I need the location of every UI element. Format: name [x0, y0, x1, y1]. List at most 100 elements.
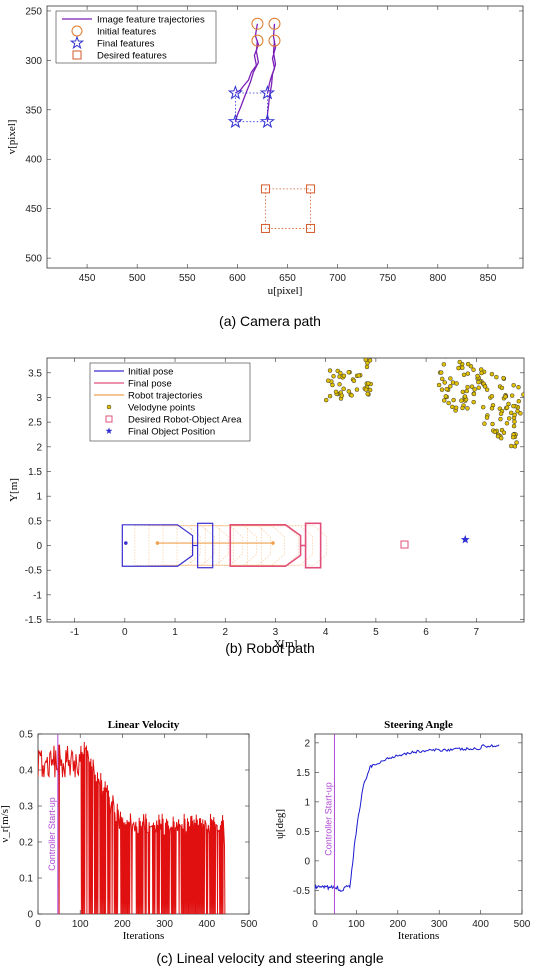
- legend-box: [55, 10, 217, 64]
- axes-frame: [46, 357, 525, 623]
- velodyne-point: [504, 421, 510, 426]
- velodyne-point: [521, 392, 524, 397]
- velodyne-point: [439, 350, 443, 354]
- velodyne-point: [438, 370, 444, 375]
- x-tick-label: 2: [222, 627, 228, 638]
- velodyne-point: [511, 403, 516, 409]
- y-tick-label: 2: [304, 738, 310, 749]
- desired-feature-marker: [306, 184, 316, 194]
- x-tick-label: 6: [423, 627, 429, 638]
- x-tick-label: 0: [35, 919, 41, 930]
- velodyne-point: [441, 398, 447, 403]
- plot-area: [121, 350, 524, 569]
- plot-area: [315, 743, 500, 892]
- velodyne-point: [461, 372, 467, 378]
- x-tick-label: 100: [348, 919, 365, 930]
- y-tick-label: 0.5: [19, 730, 33, 741]
- velodyne-point: [506, 401, 511, 407]
- ghost-outline: [204, 525, 271, 566]
- robot-path-chart: -1 0 1 2 3 4 5 6 7 -1.5 -1 -0.5 0 0.5 1 1.5 2 2.5 3 3.5 X[m]…: [8, 350, 525, 650]
- velodyne-point: [346, 369, 352, 375]
- velodyne-point: [465, 361, 471, 367]
- velodyne-point: [495, 434, 501, 439]
- velodyne-point: [363, 387, 369, 392]
- velodyne-point: [465, 384, 470, 390]
- feature-trajectory: [235, 23, 260, 94]
- velodyne-point: [489, 393, 495, 399]
- x-tick-label: 0: [312, 919, 318, 930]
- desired-feature-marker: [260, 223, 270, 233]
- velodyne-point: [341, 386, 346, 392]
- velodyne-point: [469, 384, 475, 389]
- y-axis-label: ψ[deg]: [274, 809, 286, 839]
- y-tick-label: 0.4: [19, 766, 33, 777]
- velodyne-point: [489, 371, 495, 377]
- velodyne-point: [436, 382, 442, 388]
- velodyne-point: [448, 376, 453, 381]
- caption-c: (c) Lineal velocity and steering angle: [156, 950, 383, 966]
- legend-label: Robot trajectories: [128, 391, 203, 402]
- x-tick-label: -1: [70, 627, 79, 638]
- data-series-line: [38, 741, 226, 914]
- velodyne-point: [338, 370, 343, 376]
- x-tick-label: 300: [156, 919, 173, 930]
- initial-pose-body: [121, 524, 194, 567]
- velodyne-point: [518, 411, 523, 416]
- velodyne-point: [512, 412, 517, 418]
- velodyne-point: [456, 365, 461, 371]
- robot-trajectory-ghost: [218, 525, 285, 566]
- velodyne-point: [346, 389, 352, 394]
- velodyne-point: [356, 373, 361, 378]
- x-tick-label: 500: [241, 919, 258, 930]
- x-tick-label: 450: [79, 273, 96, 284]
- x-tick-label: 550: [179, 273, 196, 284]
- x-tick-label: 600: [229, 273, 246, 284]
- x-tick-label: 4: [323, 627, 329, 638]
- caption-a: (a) Camera path: [219, 313, 321, 329]
- velodyne-point: [509, 393, 515, 398]
- velodyne-point: [508, 443, 514, 449]
- velodyne-point: [327, 393, 333, 399]
- velodyne-point: [482, 421, 487, 426]
- camera-path-chart: 450 500 550 600 650 700 750 800 850 250 300 350 400 4…: [6, 5, 524, 297]
- legend-swatch-object: [105, 427, 113, 434]
- velodyne-point: [442, 380, 447, 385]
- y-tick-label: 0.5: [296, 827, 310, 838]
- y-tick-label: 450: [25, 204, 42, 215]
- velodyne-point: [492, 429, 498, 435]
- ghost-outline: [148, 525, 215, 566]
- velodyne-point: [462, 394, 468, 399]
- axes-frame: [46, 5, 524, 269]
- y-tick-label: 2.5: [28, 418, 42, 429]
- velodyne-point: [333, 389, 339, 395]
- initial-feature-marker: [251, 17, 264, 30]
- initial-pose-center: [124, 541, 128, 545]
- robot-trajectory-ghost: [162, 525, 229, 566]
- legend-label: Final Object Position: [128, 427, 215, 438]
- velodyne-point: [450, 404, 455, 410]
- velodyne-point: [341, 373, 347, 379]
- y-tick-label: 0.3: [19, 802, 33, 813]
- x-tick-label: 400: [472, 919, 489, 930]
- x-tick-label: 750: [379, 273, 396, 284]
- final-object-marker: [460, 534, 470, 544]
- y-tick-label: 0: [27, 910, 33, 921]
- x-tick-label: 5: [373, 627, 379, 638]
- y-tick-label: 2: [36, 442, 42, 453]
- x-tick-label: 200: [389, 919, 406, 930]
- velodyne-point: [364, 364, 370, 370]
- final-feature-marker: [227, 84, 244, 100]
- ghost-outline: [134, 525, 201, 566]
- robot-trajectory-ghost: [176, 525, 243, 566]
- ghost-outline: [218, 525, 285, 566]
- y-tick-label: 350: [25, 105, 42, 116]
- velodyne-point: [494, 374, 499, 380]
- desired-feature-marker: [260, 184, 270, 194]
- final-feature-marker: [259, 84, 276, 100]
- legend-label: Image feature trajectories: [97, 15, 205, 26]
- velodyne-point: [498, 411, 504, 417]
- velodyne-point: [323, 397, 329, 403]
- y-tick-label: 0.1: [19, 874, 33, 885]
- y-tick-label: 3.5: [28, 368, 42, 379]
- velodyne-point: [439, 387, 445, 392]
